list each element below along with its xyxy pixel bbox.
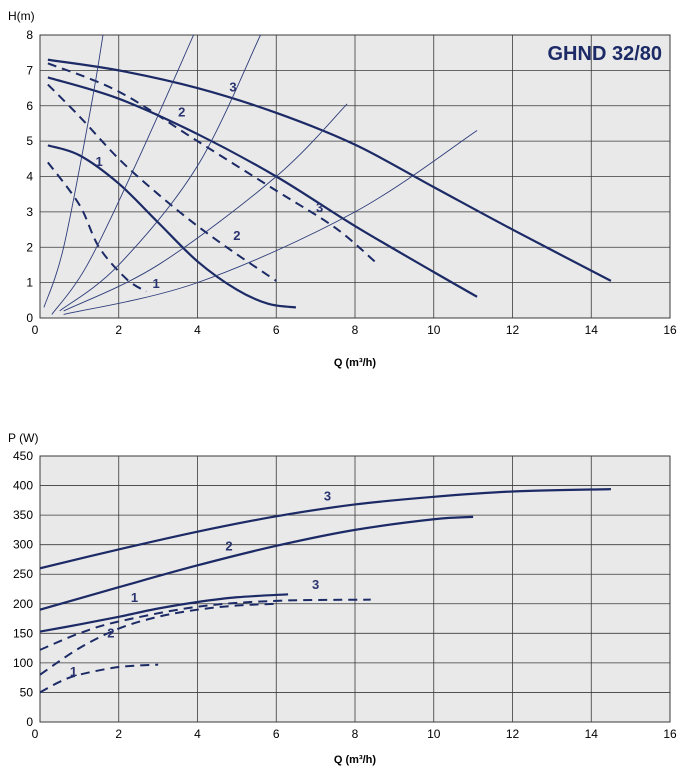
head-ylabel: H(m) xyxy=(8,9,35,23)
power-ytick-label: 100 xyxy=(13,656,33,670)
head-system-curve-7 xyxy=(51,35,194,315)
head-ytick-label: 0 xyxy=(26,311,33,325)
head-solid-curve-1 xyxy=(47,144,297,309)
head-curve-label: 1 xyxy=(95,154,102,169)
head-system-curve-8 xyxy=(59,35,261,312)
power-xtick-label: 16 xyxy=(663,727,677,741)
power-solid-curve-2 xyxy=(40,515,474,611)
power-chart: 0 2 4 6 8 10 12 14 16050100150200250300350400450… xyxy=(8,431,677,766)
head-xtick-label: 4 xyxy=(194,323,201,337)
power-xtick-label: 8 xyxy=(352,727,359,741)
head-series-group xyxy=(43,35,612,315)
power-dashed-curve-1 xyxy=(40,663,159,694)
head-xlabel: Q (m³/h) xyxy=(334,357,376,369)
head-dashed-curve-3 xyxy=(47,62,376,263)
power-ytick-label: 450 xyxy=(13,449,33,463)
power-curve-label: 2 xyxy=(107,625,114,640)
head-ytick-label: 2 xyxy=(26,240,33,254)
head-ytick-label: 5 xyxy=(26,134,33,148)
head-dashed-curve-1 xyxy=(47,161,147,293)
power-xtick-label: 14 xyxy=(585,727,599,741)
power-curve-label: 3 xyxy=(312,577,319,592)
power-xlabel: Q (m³/h) xyxy=(334,754,376,766)
power-xtick-label: 2 xyxy=(115,727,122,741)
head-solid-curve-3 xyxy=(47,58,612,282)
power-ytick-label: 400 xyxy=(13,479,33,493)
power-series-group xyxy=(40,488,611,694)
head-ytick-label: 3 xyxy=(26,205,33,219)
head-xtick-label: 0 xyxy=(32,323,39,337)
head-xtick-label: 10 xyxy=(427,323,441,337)
power-ylabel: P (W) xyxy=(8,431,38,445)
power-curve-label: 3 xyxy=(324,488,331,503)
power-ytick-label: 350 xyxy=(13,508,33,522)
power-dashed-curve-2 xyxy=(40,602,277,676)
head-title: GHND 32/80 xyxy=(548,43,663,65)
power-xtick-label: 6 xyxy=(273,727,280,741)
head-xtick-label: 2 xyxy=(115,323,122,337)
head-ytick-label: 8 xyxy=(26,28,33,42)
head-dashed-curve-2 xyxy=(47,83,277,282)
head-curve-label: 1 xyxy=(153,276,160,291)
head-system-curve-6 xyxy=(43,35,104,308)
power-xtick-label: 4 xyxy=(194,727,201,741)
power-xtick-label: 12 xyxy=(506,727,520,741)
head-ytick-label: 7 xyxy=(26,63,33,77)
power-solid-curve-1 xyxy=(40,593,289,633)
head-curve-label: 3 xyxy=(229,80,236,95)
head-xtick-label: 14 xyxy=(585,323,599,337)
power-curve-label: 1 xyxy=(70,664,77,679)
head-xtick-label: 12 xyxy=(506,323,520,337)
head-ytick-label: 4 xyxy=(26,170,33,184)
head-system-curve-10 xyxy=(63,130,478,315)
head-ytick-label: 1 xyxy=(26,276,33,290)
head-xtick-label: 16 xyxy=(663,323,677,337)
head-curve-label: 2 xyxy=(233,228,240,243)
power-dashed-curve-3 xyxy=(40,598,371,651)
head-curve-label: 2 xyxy=(178,104,185,119)
power-ytick-label: 0 xyxy=(26,715,33,729)
power-curve-label: 2 xyxy=(225,539,232,554)
power-xtick-label: 0 xyxy=(32,727,39,741)
power-ytick-label: 50 xyxy=(20,685,34,699)
power-ytick-label: 200 xyxy=(13,597,33,611)
power-curve-label: 1 xyxy=(131,590,138,605)
power-xtick-label: 10 xyxy=(427,727,441,741)
head-xtick-label: 8 xyxy=(352,323,359,337)
head-ytick-label: 6 xyxy=(26,99,33,113)
power-ytick-label: 250 xyxy=(13,567,33,581)
power-ytick-label: 150 xyxy=(13,626,33,640)
power-solid-curve-3 xyxy=(40,488,611,570)
head-xtick-label: 6 xyxy=(273,323,280,337)
power-ytick-label: 300 xyxy=(13,538,33,552)
head-curve-label: 3 xyxy=(316,200,323,215)
head-system-curve-9 xyxy=(63,103,348,312)
